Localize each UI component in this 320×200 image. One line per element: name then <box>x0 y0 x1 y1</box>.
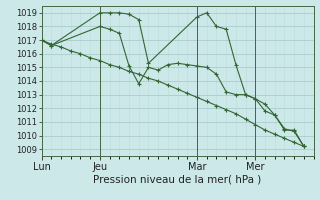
X-axis label: Pression niveau de la mer( hPa ): Pression niveau de la mer( hPa ) <box>93 174 262 184</box>
